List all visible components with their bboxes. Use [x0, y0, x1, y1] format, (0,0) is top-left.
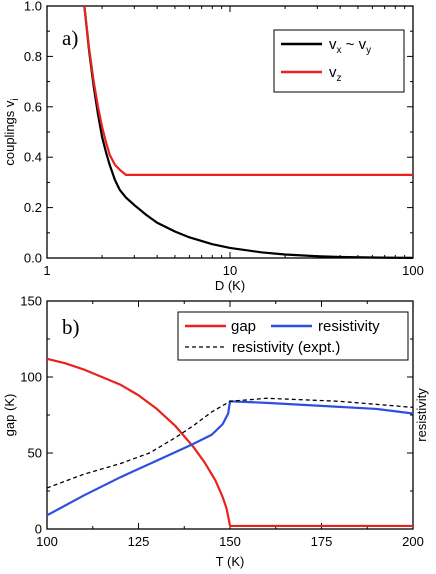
- xtick-label: 125: [128, 534, 150, 549]
- panel-b: 100 125 150 175 200 0 50 100 150 b) T (K) gap (K…: [2, 294, 429, 570]
- series-line-b-2: [46, 397, 414, 489]
- panel-b-legend-box: [177, 311, 409, 361]
- panel-b-label: b): [62, 315, 80, 339]
- panel-a-ticks: 1 10 100 0.0 0.2 0.4 0.6 0.8 1.0: [24, 0, 424, 278]
- series-line-a-1: [83, 5, 413, 176]
- xtick-label: 100: [36, 534, 58, 549]
- panel-a-ylabel: couplings vi: [2, 98, 21, 165]
- ytick-label: 0: [35, 522, 42, 537]
- legend-label-gap: gap: [231, 318, 256, 335]
- panel-a-label: a): [62, 26, 78, 50]
- xtick-label: 100: [402, 263, 424, 278]
- xtick-label: 1: [43, 263, 50, 278]
- panel-a: 1 10 100 0.0 0.2 0.4 0.6 0.8 1.0 a) D (K) coupli…: [2, 0, 424, 293]
- panel-a-series: [83, 5, 414, 259]
- ytick-label: 0.6: [24, 99, 42, 114]
- panel-a-ylabel-main: couplings v: [2, 100, 17, 166]
- ytick-label: 1.0: [24, 0, 42, 14]
- panel-b-ticks: 100 125 150 175 200 0 50 100 150: [20, 294, 424, 550]
- xtick-label: 150: [219, 534, 241, 549]
- series-line-a-0: [83, 5, 414, 259]
- ytick-label: 50: [28, 446, 42, 461]
- legend-label-resistivity: resistivity: [318, 318, 380, 335]
- ytick-label: 0.8: [24, 49, 42, 64]
- series-line-b-1: [46, 400, 414, 517]
- xtick-label: 175: [311, 534, 333, 549]
- panel-a-xlabel: D (K): [215, 278, 245, 293]
- xtick-label: 10: [223, 263, 237, 278]
- legend-label-resistivity-expt: resistivity (expt.): [232, 339, 340, 356]
- legend-label-vxvy: vx ~ vy: [329, 36, 371, 56]
- panel-a-legend: vx ~ vy vz: [273, 29, 405, 93]
- ytick-label: 150: [20, 294, 42, 309]
- panel-b-ylabel-right: resistivity: [414, 388, 429, 442]
- series-line-b-0: [46, 357, 413, 528]
- panel-a-legend-box: [273, 29, 405, 93]
- panel-b-ylabel: gap (K): [2, 394, 17, 437]
- ytick-label: 0.2: [24, 200, 42, 215]
- ytick-label: 0.0: [24, 251, 42, 266]
- panel-b-xlabel: T (K): [216, 554, 245, 569]
- ytick-label: 0.4: [24, 150, 42, 165]
- panel-b-legend: gap resistivity resistivity (expt.): [177, 311, 409, 361]
- panel-b-series: [46, 357, 414, 528]
- svg-text:gap (K): gap (K): [2, 394, 17, 437]
- legend-label-vz: vz: [329, 64, 342, 84]
- xtick-label: 200: [402, 534, 424, 549]
- svg-text:couplings vi: couplings vi: [2, 98, 21, 165]
- svg-text:resistivity: resistivity: [414, 388, 429, 442]
- ytick-label: 100: [20, 370, 42, 385]
- panel-a-ylabel-sub: i: [10, 98, 21, 100]
